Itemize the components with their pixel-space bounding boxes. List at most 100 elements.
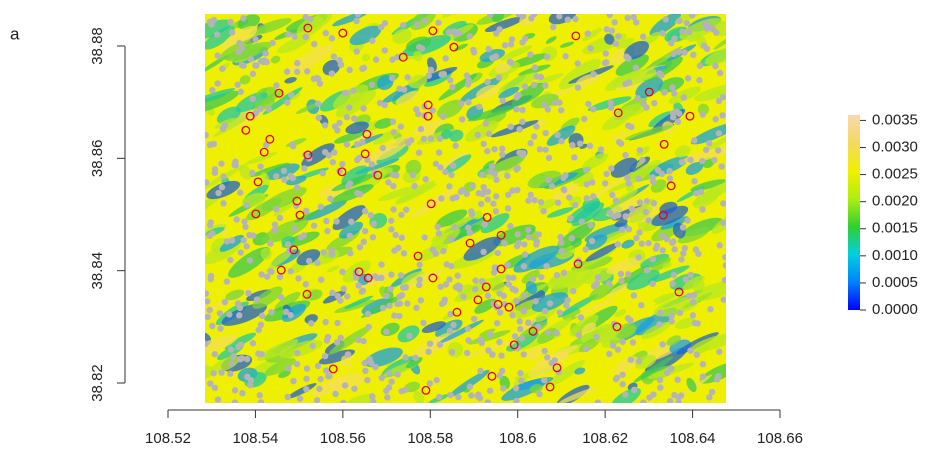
background-dot <box>668 318 675 325</box>
background-dot <box>520 292 527 299</box>
raster-texture <box>274 291 301 312</box>
background-dot <box>590 71 597 78</box>
raster-texture <box>260 248 272 260</box>
raster-texture <box>261 218 309 244</box>
background-dot <box>240 236 247 244</box>
background-dot <box>594 274 602 281</box>
point <box>337 167 347 177</box>
background-dot <box>433 376 440 384</box>
background-dot <box>519 118 526 125</box>
background-dot <box>409 171 417 179</box>
raster-texture <box>490 120 539 138</box>
raster-texture <box>650 257 671 272</box>
background-dot <box>669 84 676 91</box>
raster-texture <box>205 193 222 217</box>
y-tick-label: 38.86 <box>89 140 106 178</box>
raster-texture <box>621 239 635 249</box>
point <box>245 111 255 121</box>
background-dot <box>420 135 428 143</box>
x-tick-label: 108.54 <box>232 430 278 447</box>
raster-texture <box>589 282 614 301</box>
background-dot <box>243 355 251 363</box>
background-dot <box>283 68 291 75</box>
background-dot <box>488 163 496 170</box>
raster-texture <box>480 213 510 234</box>
raster-texture <box>676 186 705 203</box>
background-dot <box>553 329 560 337</box>
raster-texture <box>626 159 661 183</box>
background-dot <box>318 276 325 283</box>
background-dot <box>506 58 514 65</box>
background-dot <box>361 208 369 215</box>
background-dot <box>571 154 578 161</box>
background-dot <box>328 70 336 77</box>
background-dot <box>361 227 369 235</box>
background-dot <box>208 21 215 28</box>
background-dot <box>214 80 221 87</box>
background-dot <box>535 231 543 238</box>
background-dot <box>668 313 675 320</box>
background-dot <box>215 189 222 197</box>
point <box>482 212 492 222</box>
background-dot <box>468 210 476 218</box>
background-dot <box>494 249 501 257</box>
background-dot <box>611 19 618 26</box>
raster-texture <box>250 162 290 177</box>
background-dot <box>315 75 322 83</box>
background-dot <box>536 146 544 153</box>
background-dot <box>517 325 524 333</box>
raster-texture <box>449 129 464 142</box>
background-dot <box>437 283 444 290</box>
background-dot <box>388 217 395 224</box>
background-dot <box>670 271 678 279</box>
colorbar-tick-label: 0.0025 <box>872 166 918 183</box>
background-dot <box>496 309 504 316</box>
background-dot <box>543 53 551 60</box>
background-dot <box>541 101 548 109</box>
background-dot <box>713 29 720 36</box>
point <box>481 282 491 292</box>
background-dot <box>582 167 590 174</box>
background-dot <box>558 138 565 145</box>
background-dot <box>450 321 457 329</box>
background-dot <box>354 14 362 18</box>
background-dot <box>477 367 484 375</box>
background-dot <box>657 309 664 316</box>
background-dot <box>273 173 280 180</box>
raster-texture <box>546 360 585 387</box>
background-dot <box>442 281 450 288</box>
background-dot <box>630 292 638 299</box>
background-dot <box>556 14 563 20</box>
background-dot <box>517 369 524 377</box>
background-dot <box>498 352 505 359</box>
colorbar-tick-label: 0.0020 <box>872 193 918 210</box>
background-dot <box>563 302 570 309</box>
background-dot <box>368 161 376 168</box>
background-dot <box>378 23 385 31</box>
raster-texture <box>331 173 376 192</box>
background-dot <box>287 312 294 319</box>
background-dot <box>249 70 257 78</box>
raster-texture <box>304 314 318 324</box>
background-dot <box>447 310 454 318</box>
background-dot <box>715 373 722 380</box>
background-dot <box>367 211 374 219</box>
background-dot <box>360 337 367 345</box>
background-dot <box>387 285 394 293</box>
background-dot <box>472 277 479 284</box>
background-dot <box>533 238 541 245</box>
background-dot <box>643 197 651 205</box>
point <box>674 287 684 297</box>
background-dot <box>271 221 279 228</box>
background-dot <box>478 277 486 285</box>
background-dot <box>361 359 368 367</box>
raster-texture <box>269 251 292 268</box>
raster-texture <box>281 303 307 322</box>
background-dot <box>325 373 332 380</box>
background-dot <box>230 353 237 360</box>
background-dot <box>569 287 577 295</box>
raster-texture <box>653 296 699 317</box>
background-dot <box>258 312 266 320</box>
raster-texture <box>585 242 620 262</box>
background-dot <box>537 198 545 206</box>
